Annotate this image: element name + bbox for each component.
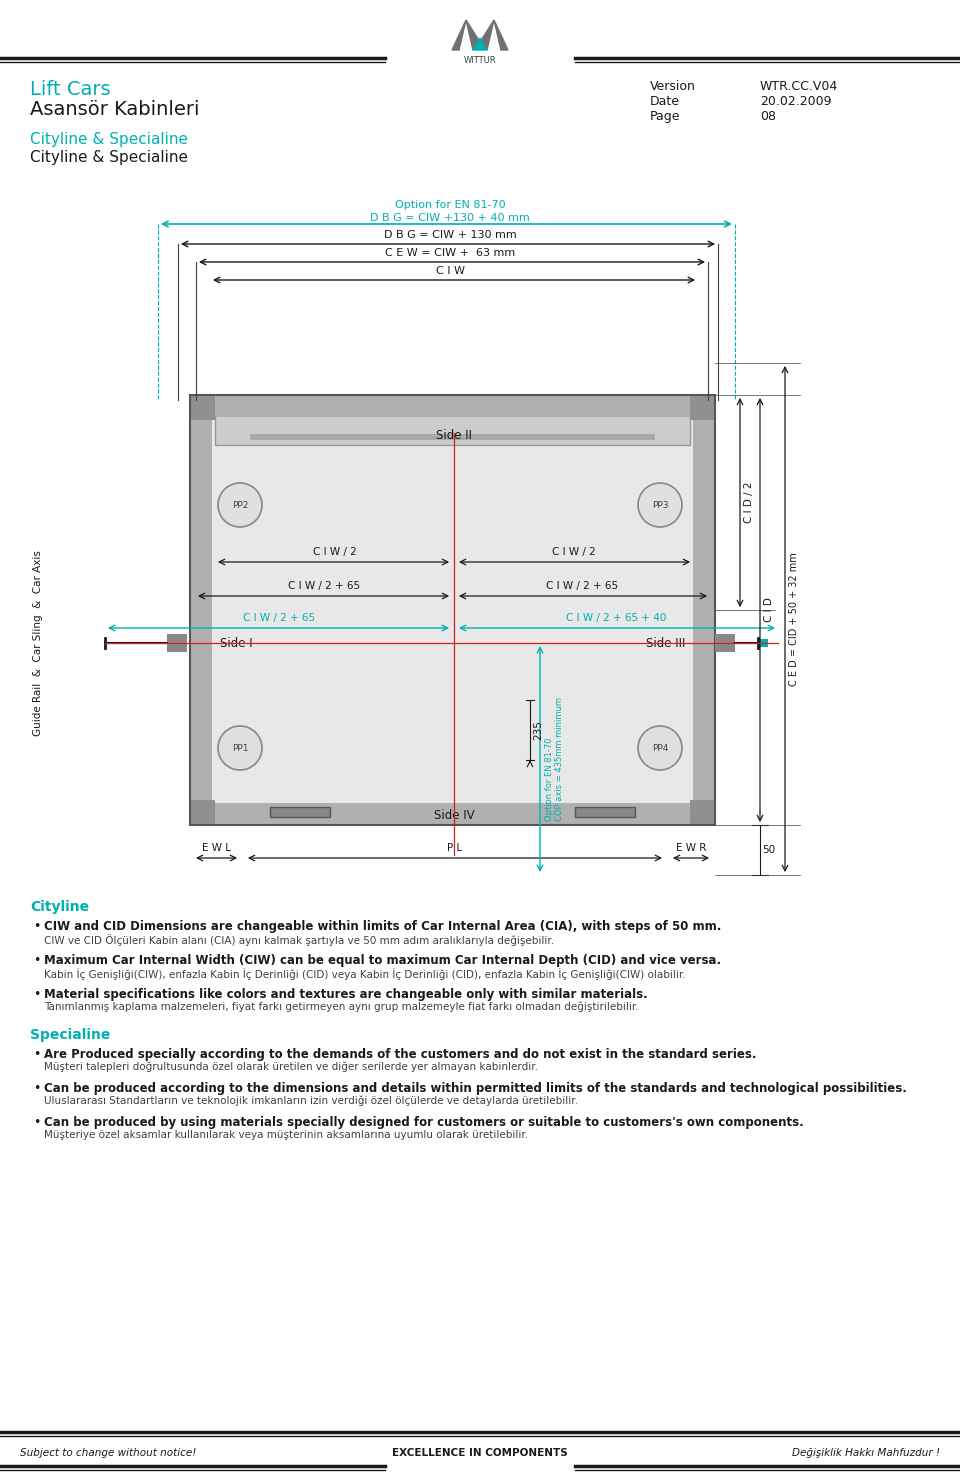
- Text: WITTUR: WITTUR: [464, 56, 496, 65]
- Text: Maximum Car Internal Width (CIW) can be equal to maximum Car Internal Depth (CID: Maximum Car Internal Width (CIW) can be …: [44, 954, 721, 967]
- Text: •: •: [33, 1048, 40, 1061]
- Text: Asansör Kabinleri: Asansör Kabinleri: [30, 100, 200, 119]
- Bar: [190, 395, 215, 420]
- Text: Cityline: Cityline: [30, 901, 89, 914]
- Text: D B G = CIW +130 + 40 mm: D B G = CIW +130 + 40 mm: [371, 214, 530, 223]
- Text: 20.02.2009: 20.02.2009: [760, 94, 831, 108]
- Text: E W L: E W L: [202, 843, 231, 853]
- Text: Version: Version: [650, 80, 696, 93]
- Bar: [190, 800, 215, 825]
- Text: Müşteriye özel aksamlar kullanılarak veya müşterinin aksamlarına uyumlu olarak ü: Müşteriye özel aksamlar kullanılarak vey…: [44, 1131, 528, 1139]
- Text: C I D / 2: C I D / 2: [744, 482, 754, 523]
- Bar: [167, 634, 187, 652]
- Polygon shape: [466, 21, 480, 50]
- Text: PP3: PP3: [652, 501, 668, 510]
- Bar: [690, 395, 715, 420]
- Text: Tanımlanmış kaplama malzemeleri, fiyat farkı getirmeyen aynı grup malzemeyle fia: Tanımlanmış kaplama malzemeleri, fiyat f…: [44, 1002, 638, 1013]
- Bar: [190, 395, 715, 825]
- Bar: [270, 806, 330, 817]
- Text: C I W: C I W: [436, 265, 465, 276]
- Text: Side III: Side III: [646, 637, 685, 650]
- Text: C E W = CIW +  63 mm: C E W = CIW + 63 mm: [385, 248, 516, 258]
- Text: 235: 235: [533, 721, 543, 740]
- Bar: [190, 395, 212, 825]
- Text: Page: Page: [650, 111, 681, 122]
- Text: CIW ve CID Ölçüleri Kabin alanı (CIA) aynı kalmak şartıyla ve 50 mm adım aralıkl: CIW ve CID Ölçüleri Kabin alanı (CIA) ay…: [44, 935, 554, 946]
- Text: •: •: [33, 920, 40, 933]
- Text: •: •: [33, 1082, 40, 1095]
- Text: 50: 50: [762, 845, 775, 855]
- Bar: [693, 395, 715, 825]
- Circle shape: [638, 483, 682, 528]
- Text: Are Produced specially according to the demands of the customers and do not exis: Are Produced specially according to the …: [44, 1048, 756, 1061]
- Text: P L: P L: [447, 843, 463, 853]
- Polygon shape: [473, 38, 487, 50]
- Bar: [215, 410, 690, 445]
- Text: C I W / 2 + 65: C I W / 2 + 65: [546, 581, 618, 591]
- Text: Subject to change without notice!: Subject to change without notice!: [20, 1447, 197, 1458]
- Bar: [715, 634, 735, 652]
- Polygon shape: [494, 21, 508, 50]
- Text: Uluslararası Standartların ve teknolojik imkanların izin verdiği özel ölçülerde : Uluslararası Standartların ve teknolojik…: [44, 1097, 578, 1107]
- Text: Material specifications like colors and textures are changeable only with simila: Material specifications like colors and …: [44, 988, 648, 1001]
- Text: C I W / 2: C I W / 2: [552, 547, 595, 557]
- Text: C I W / 2: C I W / 2: [313, 547, 356, 557]
- Text: C I W / 2 + 65 + 40: C I W / 2 + 65 + 40: [565, 613, 666, 624]
- Text: PP2: PP2: [231, 501, 249, 510]
- Text: D B G = CIW + 130 mm: D B G = CIW + 130 mm: [384, 230, 516, 240]
- Bar: [250, 433, 655, 441]
- Circle shape: [218, 483, 262, 528]
- Text: C I D: C I D: [764, 597, 774, 622]
- Bar: [690, 800, 715, 825]
- Text: C E D = CID + 50 + 32 mm: C E D = CID + 50 + 32 mm: [789, 553, 799, 685]
- Text: Can be produced by using materials specially designed for customers or suitable : Can be produced by using materials speci…: [44, 1116, 804, 1129]
- Text: Option for EN 81-70
COP axis = 435mm minimum: Option for EN 81-70 COP axis = 435mm min…: [545, 697, 564, 821]
- Bar: [575, 806, 635, 817]
- Polygon shape: [452, 21, 466, 50]
- Circle shape: [638, 727, 682, 769]
- Text: PP1: PP1: [231, 743, 249, 753]
- Text: WTR.CC.V04: WTR.CC.V04: [760, 80, 838, 93]
- Bar: [210, 419, 698, 805]
- Text: Değişiklik Hakkı Mahfuzdur !: Değişiklik Hakkı Mahfuzdur !: [792, 1447, 940, 1458]
- Text: PP4: PP4: [652, 743, 668, 753]
- Text: 08: 08: [760, 111, 776, 122]
- Text: Kabin İç Genişliği(CIW), enfazla Kabin İç Derinliği (CID) veya Kabin İç Derinliğ: Kabin İç Genişliği(CIW), enfazla Kabin İ…: [44, 968, 685, 980]
- Text: C I W / 2 + 65: C I W / 2 + 65: [288, 581, 361, 591]
- Text: EXCELLENCE IN COMPONENTS: EXCELLENCE IN COMPONENTS: [392, 1447, 568, 1458]
- Text: Side IV: Side IV: [434, 809, 474, 821]
- Bar: [190, 803, 715, 825]
- Text: Lift Cars: Lift Cars: [30, 80, 110, 99]
- Text: Side II: Side II: [436, 429, 472, 442]
- Circle shape: [218, 727, 262, 769]
- Bar: [190, 395, 715, 825]
- Text: Cityline & Specialine: Cityline & Specialine: [30, 133, 188, 147]
- Text: •: •: [33, 1116, 40, 1129]
- Bar: [210, 413, 695, 417]
- Bar: [760, 640, 768, 647]
- Bar: [190, 395, 715, 417]
- Text: Guide Rail  &  Car Sling  &  Car Axis: Guide Rail & Car Sling & Car Axis: [33, 550, 43, 736]
- Text: Side I: Side I: [220, 637, 252, 650]
- Text: Specialine: Specialine: [30, 1027, 110, 1042]
- Text: E W R: E W R: [676, 843, 707, 853]
- Text: C I W / 2 + 65: C I W / 2 + 65: [244, 613, 316, 624]
- Text: •: •: [33, 954, 40, 967]
- Text: •: •: [33, 988, 40, 1001]
- Text: Date: Date: [650, 94, 680, 108]
- Text: Cityline & Specialine: Cityline & Specialine: [30, 150, 188, 165]
- Polygon shape: [480, 21, 494, 50]
- Text: Can be produced according to the dimensions and details within permitted limits : Can be produced according to the dimensi…: [44, 1082, 907, 1095]
- Text: Option for EN 81-70: Option for EN 81-70: [395, 200, 505, 209]
- Text: Müşteri talepleri doğrultusunda özel olarak üretilen ve diğer serilerde yer alma: Müşteri talepleri doğrultusunda özel ola…: [44, 1061, 538, 1073]
- Text: CIW and CID Dimensions are changeable within limits of Car Internal Area (CIA), : CIW and CID Dimensions are changeable wi…: [44, 920, 721, 933]
